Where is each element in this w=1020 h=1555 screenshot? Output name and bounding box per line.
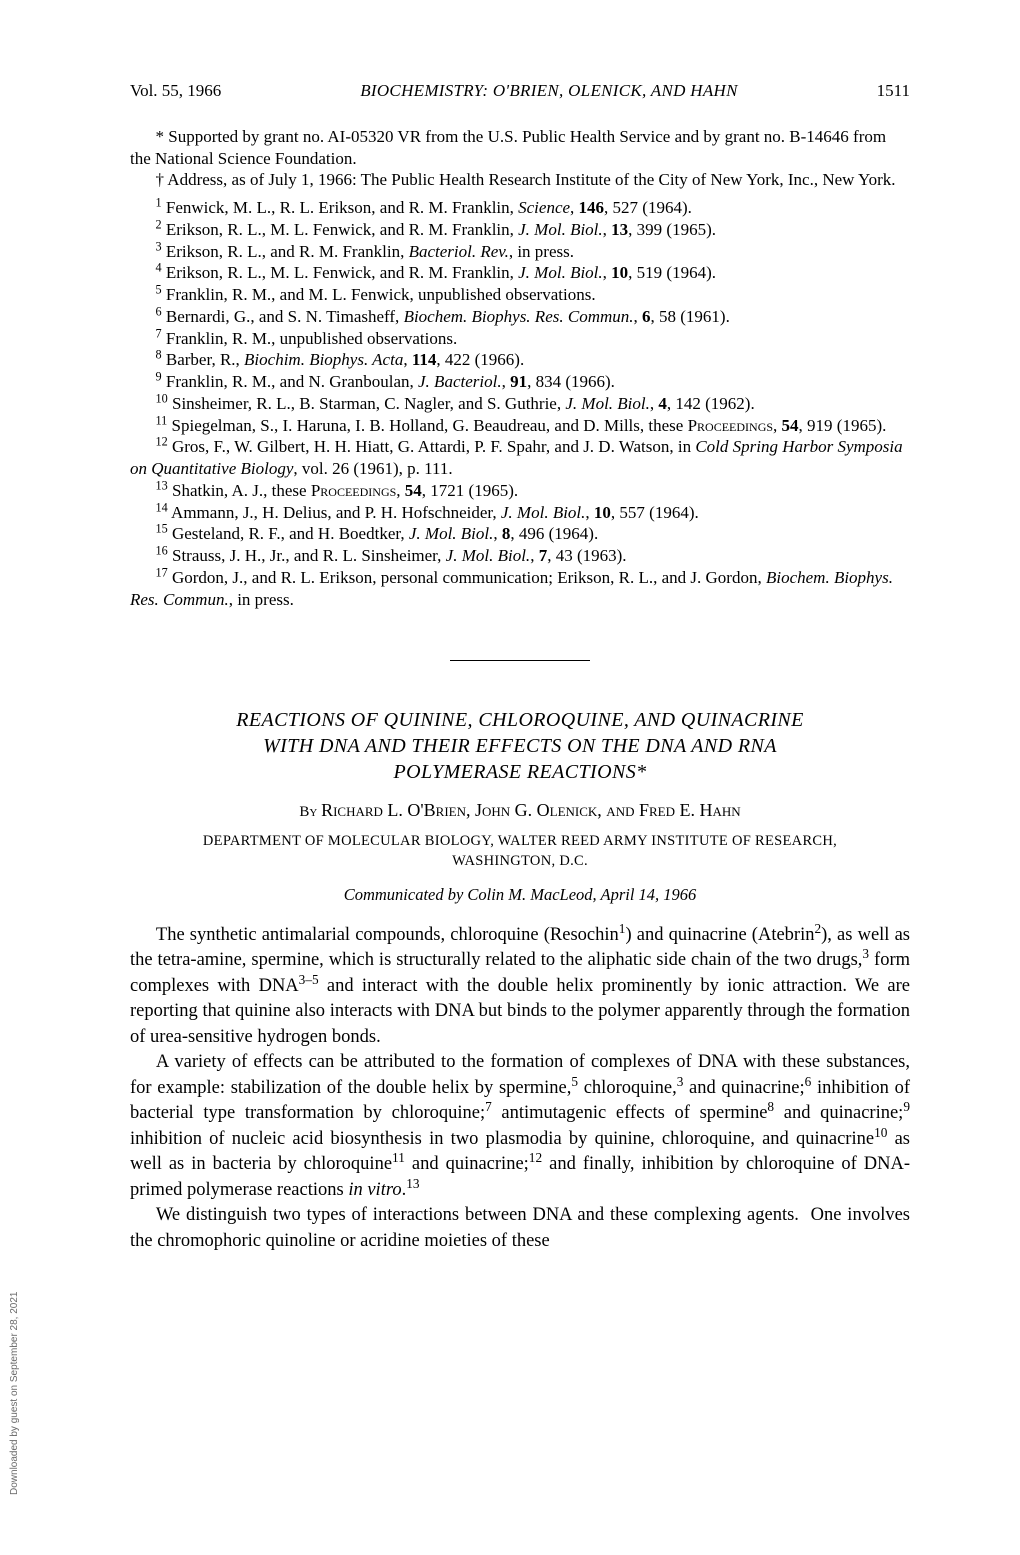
- title-line-1: REACTIONS OF QUININE, CHLOROQUINE, AND Q…: [160, 707, 880, 733]
- reference-4: 4 Erikson, R. L., M. L. Fenwick, and R. …: [130, 262, 910, 284]
- body-paragraph-2: A variety of effects can be attributed t…: [130, 1050, 910, 1203]
- body-paragraph-1: The synthetic antimalarial compounds, ch…: [130, 923, 910, 1051]
- article-title: REACTIONS OF QUININE, CHLOROQUINE, AND Q…: [160, 707, 880, 785]
- reference-11: 11 Spiegelman, S., I. Haruna, I. B. Holl…: [130, 415, 910, 437]
- reference-15: 15 Gesteland, R. F., and H. Boedtker, J.…: [130, 523, 910, 545]
- communicated-by: Communicated by Colin M. MacLeod, April …: [130, 884, 910, 905]
- reference-13: 13 Shatkin, A. J., these Proceedings, 54…: [130, 480, 910, 502]
- reference-8: 8 Barber, R., Biochim. Biophys. Acta, 11…: [130, 349, 910, 371]
- reference-7: 7 Franklin, R. M., unpublished observati…: [130, 328, 910, 350]
- reference-12: 12 Gros, F., W. Gilbert, H. H. Hiatt, G.…: [130, 436, 910, 480]
- affiliation-line-2: WASHINGTON, D.C.: [130, 852, 910, 872]
- affiliation: DEPARTMENT OF MOLECULAR BIOLOGY, WALTER …: [130, 832, 910, 871]
- section-divider: [450, 660, 590, 661]
- volume-year: Vol. 55, 1966: [130, 80, 221, 102]
- reference-6: 6 Bernardi, G., and S. N. Timasheff, Bio…: [130, 306, 910, 328]
- download-watermark: Downloaded by guest on September 28, 202…: [9, 1292, 20, 1495]
- reference-5: 5 Franklin, R. M., and M. L. Fenwick, un…: [130, 284, 910, 306]
- journal-page: Vol. 55, 1966 BIOCHEMISTRY: O'BRIEN, OLE…: [0, 0, 1020, 1314]
- reference-16: 16 Strauss, J. H., Jr., and R. L. Sinshe…: [130, 545, 910, 567]
- reference-list: 1 Fenwick, M. L., R. L. Erikson, and R. …: [130, 197, 910, 610]
- reference-9: 9 Franklin, R. M., and N. Granboulan, J.…: [130, 371, 910, 393]
- affiliation-line-1: DEPARTMENT OF MOLECULAR BIOLOGY, WALTER …: [130, 832, 910, 852]
- reference-10: 10 Sinsheimer, R. L., B. Starman, C. Nag…: [130, 393, 910, 415]
- reference-2: 2 Erikson, R. L., M. L. Fenwick, and R. …: [130, 219, 910, 241]
- reference-1: 1 Fenwick, M. L., R. L. Erikson, and R. …: [130, 197, 910, 219]
- footnote-address: † Address, as of July 1, 1966: The Publi…: [130, 169, 910, 191]
- page-number: 1511: [877, 80, 910, 102]
- running-title: BIOCHEMISTRY: O'BRIEN, OLENICK, AND HAHN: [360, 80, 738, 102]
- reference-17: 17 Gordon, J., and R. L. Erikson, person…: [130, 567, 910, 611]
- reference-3: 3 Erikson, R. L., and R. M. Franklin, Ba…: [130, 241, 910, 263]
- byline-by: By: [299, 804, 321, 820]
- byline: By Richard L. O'Brien, John G. Olenick, …: [130, 799, 910, 822]
- running-head: Vol. 55, 1966 BIOCHEMISTRY: O'BRIEN, OLE…: [130, 80, 910, 102]
- title-line-2: WITH DNA AND THEIR EFFECTS ON THE DNA AN…: [160, 733, 880, 759]
- footnote-support: * Supported by grant no. AI-05320 VR fro…: [130, 126, 910, 170]
- reference-14: 14 Ammann, J., H. Delius, and P. H. Hofs…: [130, 502, 910, 524]
- body-paragraph-3: We distinguish two types of interactions…: [130, 1203, 910, 1254]
- title-line-3: POLYMERASE REACTIONS*: [160, 759, 880, 785]
- byline-names: Richard L. O'Brien, John G. Olenick, and…: [321, 800, 741, 820]
